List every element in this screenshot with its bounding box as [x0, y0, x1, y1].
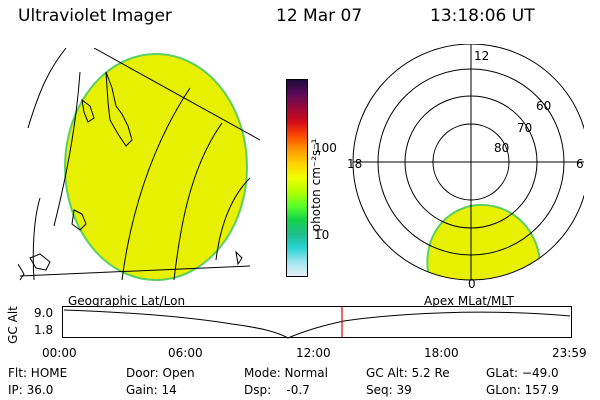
coastline — [81, 98, 95, 123]
polar-panel-label: Apex MLat/MLT — [424, 294, 514, 308]
coastline — [105, 71, 133, 147]
dsp-status: Dsp: -0.7 — [244, 383, 310, 397]
mlt-label-6: 6 — [576, 157, 584, 171]
altitude-tick-high: 9.0 — [34, 306, 54, 320]
gain-status: Gain: 14 — [126, 383, 177, 397]
coastline — [29, 253, 51, 271]
polar-image-fill — [426, 203, 541, 280]
door-status: Door: Open — [126, 366, 195, 380]
geo-panel-label: Geographic Lat/Lon — [68, 294, 186, 308]
lon-line — [121, 87, 191, 281]
altitude-plot-frame — [62, 306, 572, 338]
time-tick-0000: 00:00 — [42, 346, 77, 360]
seq-status: Seq: 39 — [366, 383, 412, 397]
glat-status: GLat: −49.0 — [486, 366, 559, 380]
gc-alt-status: GC Alt: 5.2 Re — [366, 366, 450, 380]
lon-line — [32, 197, 41, 281]
lat-line — [93, 48, 261, 141]
geographic-image-panel — [18, 48, 261, 281]
mlat-label-80: 80 — [494, 141, 509, 155]
coastline — [71, 209, 87, 231]
lon-line — [53, 71, 81, 227]
lat-line — [19, 265, 251, 277]
time-tick-1200: 12:00 — [296, 346, 331, 360]
mlt-label-12: 12 — [474, 49, 489, 63]
lat-line — [27, 48, 67, 129]
coastline — [18, 263, 25, 281]
filter-status: Flt: HOME — [8, 366, 68, 380]
colorbar — [286, 79, 308, 277]
mode-status: Mode: Normal — [244, 366, 328, 380]
altitude-tick-low: 1.8 — [34, 323, 54, 337]
date-label: 12 Mar 07 — [276, 6, 363, 26]
time-tick-1800: 18:00 — [424, 346, 459, 360]
time-label: 13:18:06 UT — [430, 6, 535, 26]
ip-status: IP: 36.0 — [8, 383, 54, 397]
altitude-axis-label: GC Alt — [5, 306, 20, 344]
mlat-label-60: 60 — [536, 99, 551, 113]
lon-line — [173, 122, 223, 281]
mlt-label-18: 18 — [347, 157, 362, 171]
colorbar-tick-10: 10 — [314, 228, 330, 242]
colorbar-tick-100: 100 — [314, 141, 337, 155]
app-title: Ultraviolet Imager — [18, 6, 172, 26]
altitude-curve — [63, 309, 571, 339]
mlat-label-70: 70 — [517, 121, 532, 135]
geo-image-fill — [64, 53, 248, 281]
mlt-label-0: 0 — [468, 277, 476, 291]
lon-line — [215, 177, 251, 261]
colorbar-unit-label: photon cm⁻²s⁻¹ — [309, 138, 323, 232]
coastline — [235, 250, 243, 266]
polar-image-panel: 12 18 6 0 60 70 80 — [347, 44, 584, 291]
time-tick-0600: 06:00 — [168, 346, 203, 360]
glon-status: GLon: 157.9 — [486, 383, 559, 397]
time-tick-2359: 23:59 — [552, 346, 587, 360]
altitude-plot — [62, 306, 572, 339]
